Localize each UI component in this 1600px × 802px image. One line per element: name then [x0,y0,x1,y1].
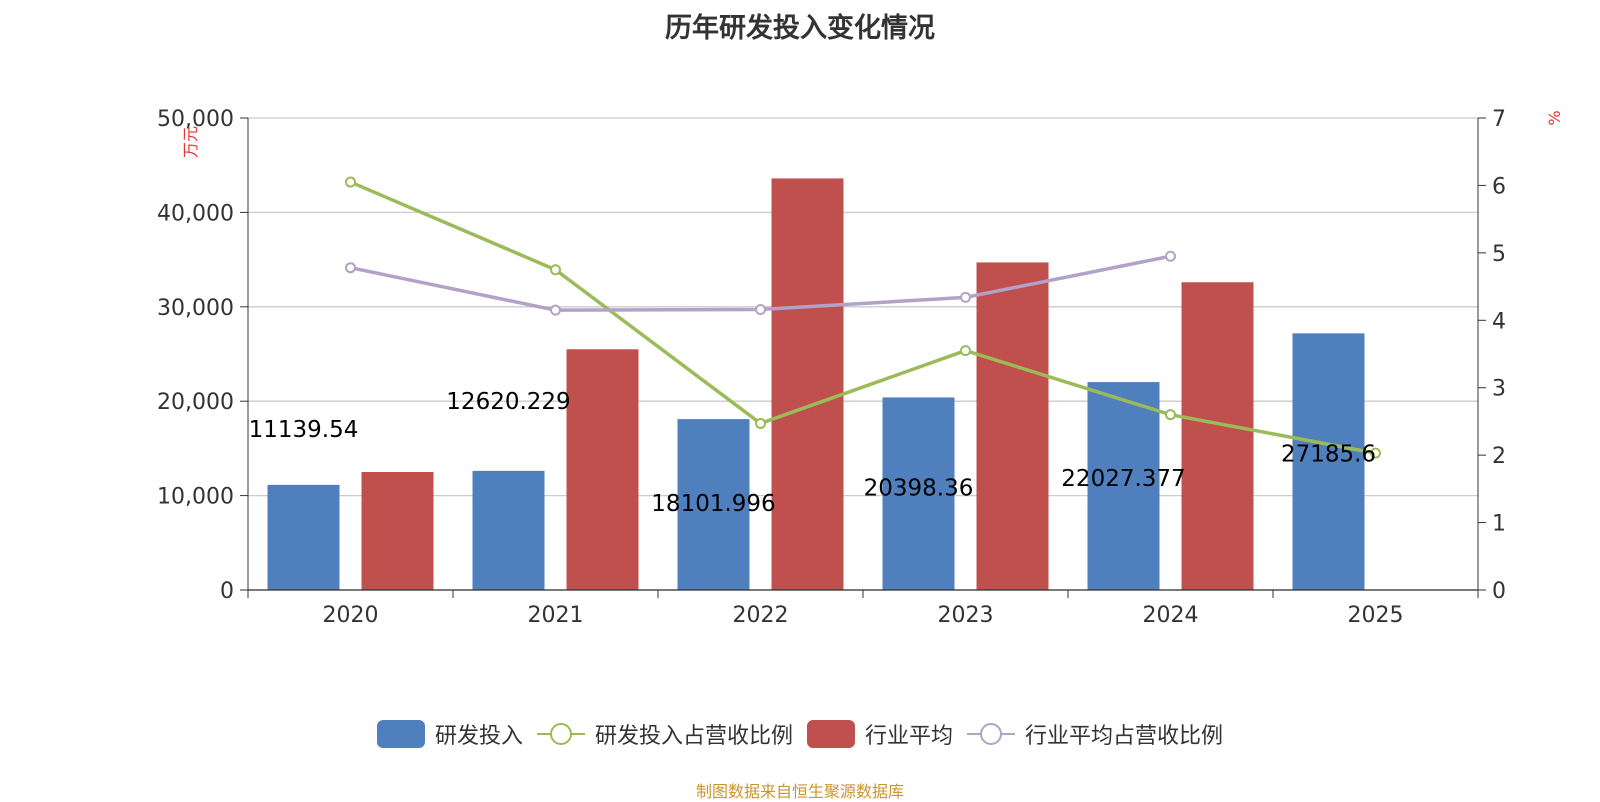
bar [566,349,639,590]
bar-data-label: 22027.377 [1061,466,1185,492]
y-left-tick-label: 10,000 [157,485,234,510]
bar [882,397,955,590]
bar [361,472,434,590]
line-point [1165,250,1176,262]
bar-data-label: 12620.229 [446,389,570,415]
legend-swatch-industry-ratio [967,723,1016,745]
bar [1087,382,1160,590]
y-right-tick-label: 6 [1492,174,1506,199]
series-line [349,180,1376,455]
line-point [960,345,971,357]
line-point [755,303,766,315]
legend: 研发投入 研发投入占营收比例 行业平均 行业平均占营收比例 [0,718,1600,750]
y-right-tick-label: 3 [1492,377,1506,402]
y-left-tick-label: 0 [220,579,234,604]
y-left-tick-label: 40,000 [157,201,234,226]
legend-swatch-rd [376,720,425,748]
legend-label-industry: 行业平均 [865,724,954,749]
legend-item-rd[interactable]: 研发投入 [376,718,523,750]
legend-label-industry-ratio: 行业平均占营收比例 [1025,724,1224,749]
bar-data-label: 18101.996 [651,491,775,517]
y-right-tick-label: 1 [1492,512,1506,537]
bar-data-label: 11139.54 [249,417,359,443]
y-right-tick-label: 7 [1492,107,1506,132]
bar [1292,333,1365,590]
y-left-tick-label: 50,000 [157,107,234,132]
bar [267,484,340,590]
y-right-tick-label: 0 [1492,579,1506,604]
legend-item-industry-ratio[interactable]: 行业平均占营收比例 [967,718,1223,750]
y-right-axis-label: % [1545,110,1564,125]
y-right-tick-label: 2 [1492,444,1506,469]
line-point [755,417,766,429]
line-point [345,176,356,188]
x-tick-label: 2023 [938,603,994,628]
x-tick-label: 2025 [1348,603,1404,628]
bar [976,262,1049,590]
x-tick-label: 2024 [1143,603,1199,628]
x-tick-label: 2020 [323,603,379,628]
line-point [960,291,971,303]
legend-item-rd-ratio[interactable]: 研发投入占营收比例 [536,718,793,750]
y-left-axis-label: 万元 [181,126,200,158]
bar-data-label: 20398.36 [864,475,974,501]
line-point [1370,447,1381,459]
y-left-tick-label: 30,000 [157,296,234,321]
y-right-tick-label: 5 [1492,242,1506,267]
y-left-tick-label: 20,000 [157,390,234,415]
bar [472,470,545,590]
legend-swatch-industry [807,720,855,748]
axes: 0 10,000 20,000 30,000 40,000 50,000 0 1 2 3 4 5 6 7 2… [157,107,1506,628]
line-point [550,304,561,316]
bar [677,419,750,590]
y-right-tick-label: 4 [1492,309,1506,334]
data-labels: 11139.54 12620.229 18101.996 20398.36 22027.… [249,389,1376,517]
data-source-note: 制图数据来自恒生聚源数据库 [695,782,904,801]
legend-item-industry[interactable]: 行业平均 [807,718,953,750]
bars [267,178,1365,590]
bar-data-label: 27185.6 [1281,441,1376,467]
bar [1181,282,1254,590]
x-tick-label: 2022 [733,603,789,628]
line-point [1165,409,1176,421]
line-point [345,262,356,274]
legend-swatch-rd-ratio [536,723,585,745]
x-tick-label: 2021 [528,603,584,628]
lines [345,176,1381,459]
line-point [550,264,561,276]
legend-label-rd-ratio: 研发投入占营收比例 [594,724,793,749]
bar [771,178,844,590]
legend-label-rd: 研发投入 [434,724,523,749]
chart-title: 历年研发投入变化情况 [665,13,935,44]
